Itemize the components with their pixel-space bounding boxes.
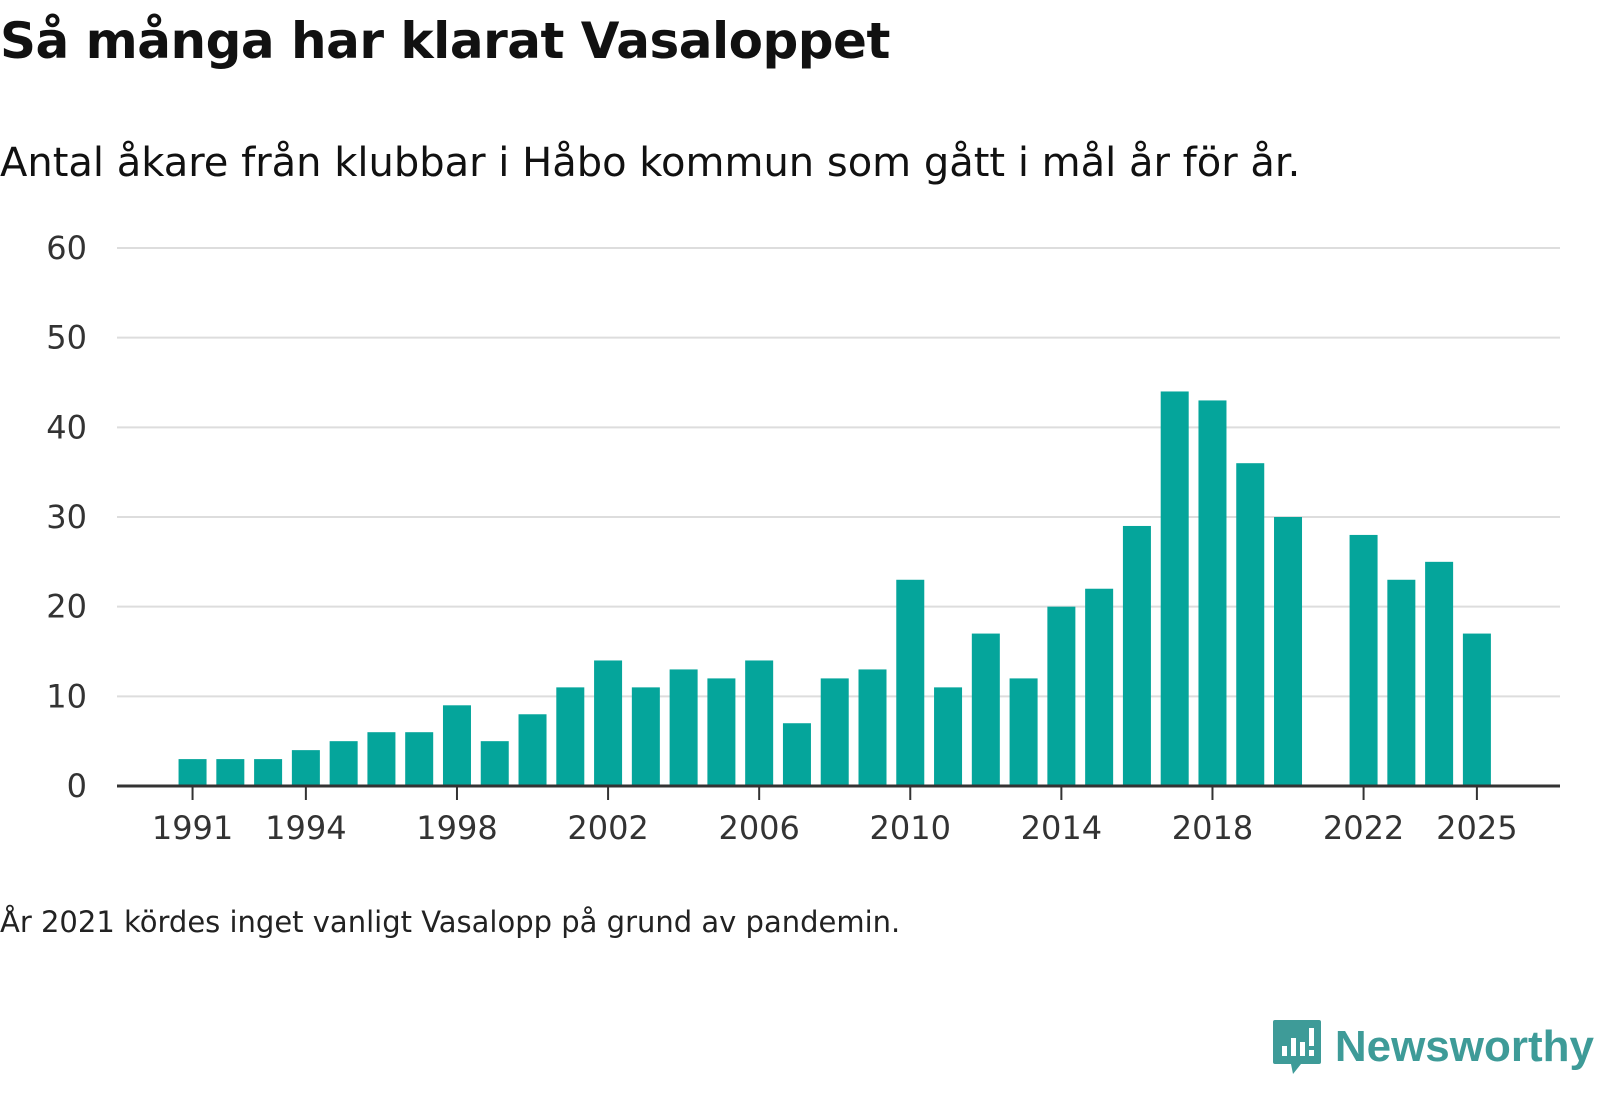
- bar-2002: [594, 660, 623, 786]
- bar-2023: [1387, 579, 1416, 786]
- tick-labels: 0 10 20 30 40 50 60 1991 1994 1998 2002 2006 2010 201…: [46, 229, 1517, 847]
- x-tick-label: 2025: [1436, 809, 1517, 847]
- bar-2018: [1198, 400, 1227, 786]
- bar-2010: [896, 579, 925, 786]
- bar-1993: [254, 759, 283, 786]
- x-tick-label: 2006: [718, 809, 799, 847]
- bar-2014: [1047, 606, 1076, 786]
- bar-2005: [707, 678, 736, 786]
- y-tick-label: 0: [67, 767, 87, 805]
- x-tick-label: 2014: [1021, 809, 1102, 847]
- bar-chart: 0 10 20 30 40 50 60 1991 1994 1998 2002 2006 2010 201…: [46, 229, 1560, 847]
- bar-2001: [556, 687, 585, 786]
- brand-name: Newsworthy: [1334, 1022, 1594, 1071]
- bar-1999: [480, 741, 509, 786]
- bar-2025: [1462, 633, 1491, 786]
- y-tick-label: 30: [46, 498, 87, 536]
- footnote: År 2021 kördes inget vanligt Vasalopp på…: [0, 905, 901, 939]
- chart-subtitle: Antal åkare från klubbar i Håbo kommun s…: [0, 140, 1301, 186]
- bar-1995: [329, 741, 358, 786]
- bar-2012: [971, 633, 1000, 786]
- bar-1997: [405, 732, 434, 786]
- x-tick-label: 1994: [265, 809, 346, 847]
- bar-2024: [1425, 561, 1454, 786]
- bar-2017: [1160, 391, 1189, 786]
- bar-2000: [518, 714, 547, 786]
- bar-2016: [1122, 525, 1151, 786]
- bars: [178, 391, 1491, 786]
- x-tick-label: 2002: [567, 809, 648, 847]
- y-tick-label: 60: [46, 229, 87, 267]
- bar-2009: [858, 669, 887, 786]
- x-tick-label: 2022: [1323, 809, 1404, 847]
- bar-2004: [669, 669, 698, 786]
- bar-2019: [1236, 463, 1265, 786]
- bar-2006: [745, 660, 774, 786]
- x-tick-label: 2010: [870, 809, 951, 847]
- bar-2015: [1085, 588, 1114, 786]
- newsworthy-logo-icon: [1272, 1020, 1321, 1074]
- x-tick-label: 1998: [416, 809, 497, 847]
- bar-1992: [216, 759, 245, 786]
- x-tick-label: 1991: [152, 809, 233, 847]
- y-tick-label: 10: [46, 677, 87, 715]
- bar-1996: [367, 732, 396, 786]
- x-tick-label: 2018: [1172, 809, 1253, 847]
- bar-1994: [291, 750, 320, 786]
- bar-1998: [442, 705, 471, 786]
- bar-2003: [631, 687, 660, 786]
- brand-logo: Newsworthy: [1271, 1018, 1594, 1076]
- bar-2013: [1009, 678, 1038, 786]
- bar-2008: [820, 678, 849, 786]
- bar-2020: [1274, 517, 1303, 786]
- x-axis: [117, 784, 1560, 800]
- chart-title: Så många har klarat Vasaloppet: [0, 12, 890, 70]
- bar-2011: [934, 687, 963, 786]
- bar-2022: [1349, 534, 1378, 786]
- bar-2007: [782, 723, 811, 786]
- gridlines: [117, 247, 1560, 698]
- y-tick-label: 40: [46, 408, 87, 446]
- bar-1991: [178, 759, 207, 786]
- y-tick-label: 20: [46, 588, 87, 626]
- y-tick-label: 50: [46, 319, 87, 357]
